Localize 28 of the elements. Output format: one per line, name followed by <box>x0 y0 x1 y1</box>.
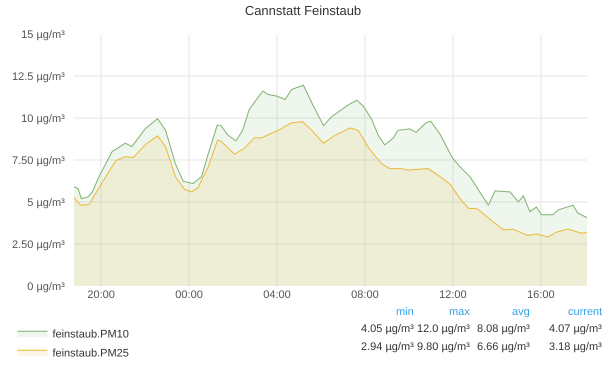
text: min <box>396 306 414 318</box>
y-tick-label: 10 µg/m³ <box>21 112 66 125</box>
text: 6.66 µg/m³ <box>477 341 530 353</box>
x-tick-label: 20:00 <box>87 289 115 301</box>
y-tick-label: 7.50 µg/m³ <box>12 154 66 167</box>
y-tick-label: 5 µg/m³ <box>27 196 66 209</box>
y-tick-label: 0 µg/m³ <box>27 280 66 293</box>
text: 12.0 µg/m³ <box>417 323 470 335</box>
x-tick-label: 04:00 <box>263 289 291 301</box>
x-tick-label: 12:00 <box>439 289 467 301</box>
y-tick-label: 2.50 µg/m³ <box>12 238 66 251</box>
legend-label: feinstaub.PM10 <box>52 328 129 341</box>
text: max <box>449 306 470 318</box>
legend-label: feinstaub.PM25 <box>52 348 129 360</box>
text: avg <box>512 306 530 318</box>
y-tick-label: 15 µg/m³ <box>21 28 66 41</box>
text: 4.07 µg/m³ <box>549 323 602 335</box>
text: 8.08 µg/m³ <box>477 323 530 335</box>
chart-title: Cannstatt Feinstaub <box>244 2 362 18</box>
y-tick-label: 12.5 µg/m³ <box>12 70 66 83</box>
text: 3.18 µg/m³ <box>549 341 602 353</box>
x-tick-label: 16:00 <box>527 289 555 301</box>
x-tick-label: 08:00 <box>351 289 379 301</box>
text: 2.94 µg/m³ <box>361 341 414 353</box>
x-tick-label: 00:00 <box>175 289 203 301</box>
text: 9.80 µg/m³ <box>417 341 470 353</box>
text: 4.05 µg/m³ <box>361 323 414 335</box>
text: current <box>568 306 602 318</box>
